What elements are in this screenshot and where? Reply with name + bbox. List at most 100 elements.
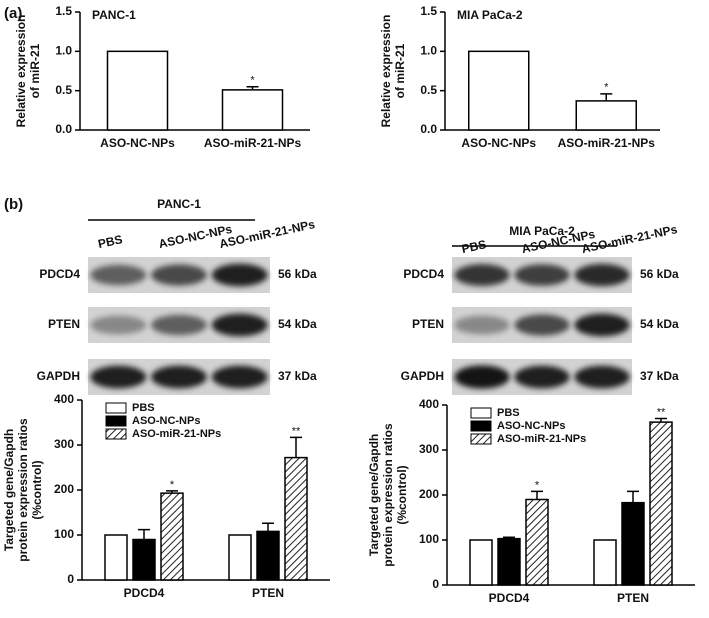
- y-axis-label: (%control): [395, 465, 409, 524]
- y-axis-label: protein expression ratios: [16, 418, 30, 562]
- y-axis-label: Targeted gene/Gapdh: [2, 429, 16, 551]
- error-bar: [627, 490, 639, 503]
- panel-label: (a): [4, 5, 22, 22]
- band: [514, 264, 570, 286]
- y-tick-label: 0: [67, 572, 74, 586]
- band: [514, 365, 570, 389]
- y-tick-label: 1.5: [420, 4, 437, 18]
- band: [90, 315, 147, 335]
- error-bar: [246, 85, 259, 90]
- x-tick-label: PDCD4: [124, 586, 165, 600]
- band: [574, 313, 630, 337]
- y-tick-label: 200: [419, 487, 439, 501]
- band: [574, 263, 630, 287]
- size-label: 37 kDa: [640, 369, 679, 383]
- legend-label: ASO-NC-NPs: [497, 420, 565, 432]
- lane-label: PBS: [97, 232, 124, 251]
- y-axis-label: Targeted gene/Gapdh: [367, 434, 381, 556]
- size-label: 54 kDa: [640, 317, 679, 331]
- bar: [256, 530, 280, 581]
- error-bar: [262, 522, 274, 532]
- bar: [649, 421, 673, 586]
- bar: [221, 89, 284, 131]
- y-tick-label: 0.0: [420, 122, 437, 136]
- x-tick-label: ASO-NC-NPs: [100, 136, 175, 150]
- lane-label: ASO-miR-21-NPs: [580, 222, 678, 256]
- bar: [497, 537, 521, 586]
- band: [151, 314, 207, 336]
- y-tick-label: 400: [54, 392, 74, 406]
- x-tick-label: ASO-miR-21-NPs: [558, 136, 656, 150]
- band: [514, 314, 570, 336]
- band: [151, 365, 207, 389]
- y-tick-label: 1.5: [55, 4, 72, 18]
- y-tick-label: 0: [432, 577, 439, 591]
- bar: [525, 498, 549, 586]
- chart-title: MIA PaCa-2: [457, 8, 523, 22]
- y-tick-label: 200: [54, 482, 74, 496]
- significance: **: [657, 406, 666, 418]
- protein-label: PTEN: [48, 317, 80, 331]
- error-bar: [138, 528, 150, 540]
- bar: [621, 501, 645, 586]
- blot-title: MIA PaCa-2: [509, 224, 575, 238]
- band: [454, 365, 510, 389]
- x-tick-label: ASO-NC-NPs: [461, 136, 536, 150]
- protein-label: PDCD4: [39, 267, 80, 281]
- band: [90, 264, 147, 286]
- bar: [284, 456, 308, 581]
- band: [454, 315, 510, 335]
- size-label: 37 kDa: [278, 369, 317, 383]
- protein-label: PTEN: [412, 317, 444, 331]
- significance: *: [170, 479, 175, 491]
- band: [151, 264, 207, 286]
- band: [574, 365, 630, 389]
- bar: [160, 492, 184, 581]
- chart-title: PANC-1: [92, 8, 136, 22]
- error-bar: [503, 536, 515, 539]
- protein-label: PDCD4: [403, 267, 444, 281]
- y-tick-label: 0.5: [420, 83, 437, 97]
- legend-swatch: [470, 420, 492, 432]
- legend-swatch: [470, 407, 492, 419]
- bar: [593, 539, 617, 586]
- x-tick-label: PTEN: [252, 586, 284, 600]
- band: [454, 264, 510, 286]
- legend-label: PBS: [497, 407, 520, 419]
- y-tick-label: 100: [419, 532, 439, 546]
- size-label: 56 kDa: [278, 267, 317, 281]
- bar: [132, 538, 156, 581]
- legend-swatch: [105, 415, 127, 427]
- y-tick-label: 1.0: [55, 44, 72, 58]
- y-tick-label: 300: [54, 437, 74, 451]
- lane-label: ASO-miR-21-NPs: [218, 217, 316, 251]
- legend-label: ASO-NC-NPs: [132, 415, 200, 427]
- band: [211, 313, 268, 337]
- y-tick-label: 0.0: [55, 122, 72, 136]
- y-tick-label: 300: [419, 442, 439, 456]
- size-label: 54 kDa: [278, 317, 317, 331]
- y-tick-label: 100: [54, 527, 74, 541]
- bar: [228, 534, 252, 581]
- band: [90, 365, 147, 389]
- error-bar: [600, 93, 613, 101]
- blot-title: PANC-1: [157, 197, 201, 211]
- significance: *: [535, 479, 540, 491]
- significance: **: [292, 425, 301, 437]
- bar: [104, 534, 128, 581]
- y-axis-label: Relative expression: [379, 15, 393, 128]
- y-axis-label: protein expression ratios: [381, 423, 395, 567]
- bar: [106, 50, 169, 131]
- significance: *: [250, 75, 255, 87]
- y-tick-label: 1.0: [420, 44, 437, 58]
- size-label: 56 kDa: [640, 267, 679, 281]
- lane-label: PBS: [460, 237, 487, 256]
- legend-label: ASO-miR-21-NPs: [132, 428, 221, 440]
- protein-label: GAPDH: [401, 369, 444, 383]
- error-bar: [531, 490, 543, 500]
- legend-label: ASO-miR-21-NPs: [497, 433, 586, 445]
- band: [211, 263, 268, 287]
- legend-swatch: [105, 428, 127, 440]
- protein-label: GAPDH: [37, 369, 80, 383]
